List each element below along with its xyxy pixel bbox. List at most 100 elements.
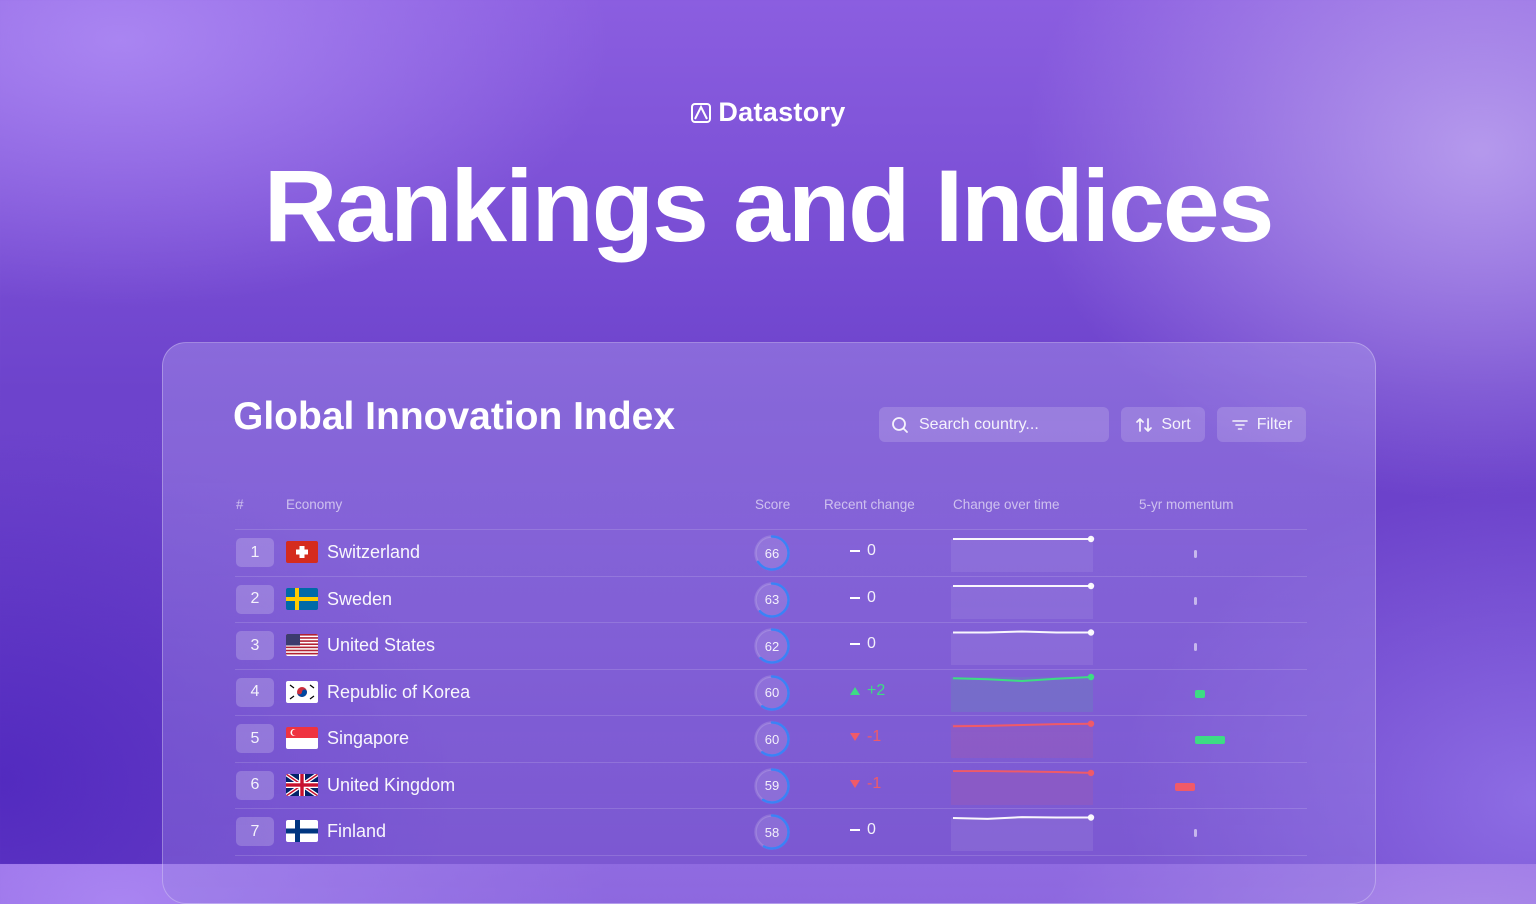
table-row[interactable]: 1 Switzerland 66 0 bbox=[235, 530, 1307, 577]
panel-title: Global Innovation Index bbox=[233, 395, 676, 438]
economy-name[interactable]: United Kingdom bbox=[327, 774, 456, 795]
header-score[interactable]: Score bbox=[755, 497, 791, 512]
momentum-bar bbox=[1195, 736, 1225, 744]
rank-badge: 5 bbox=[236, 724, 274, 753]
united-states-flag-icon bbox=[286, 634, 318, 656]
singapore-flag-icon bbox=[286, 727, 318, 749]
momentum-bar bbox=[1193, 829, 1197, 837]
search-input[interactable] bbox=[917, 414, 1101, 435]
down-arrow-icon bbox=[850, 733, 860, 741]
hero-title: Rankings and Indices bbox=[263, 149, 1275, 263]
filter-button[interactable]: Filter bbox=[1217, 407, 1306, 442]
score-ring bbox=[754, 674, 790, 711]
dash-icon bbox=[850, 596, 860, 599]
recent-change: 0 bbox=[849, 821, 876, 839]
header-economy[interactable]: Economy bbox=[286, 497, 343, 512]
score-ring bbox=[754, 628, 790, 664]
rank-badge: 6 bbox=[236, 770, 274, 800]
economy-name[interactable]: Republic of Korea bbox=[327, 681, 471, 702]
momentum-bar bbox=[1193, 643, 1197, 651]
sparkline bbox=[951, 535, 1095, 572]
united-kingdom-flag-icon bbox=[286, 773, 318, 796]
momentum-bar bbox=[1195, 689, 1205, 698]
score-value: 58 bbox=[764, 824, 780, 840]
brand: Datastory bbox=[0, 97, 1536, 128]
score-value: 59 bbox=[764, 778, 780, 793]
table-row[interactable]: 4 Republic of Korea 60 +2 bbox=[235, 670, 1307, 716]
rank-badge: 3 bbox=[236, 631, 274, 660]
change-value: -1 bbox=[867, 728, 882, 745]
sweden-flag-icon bbox=[286, 587, 318, 610]
economy-name[interactable]: Sweden bbox=[327, 588, 393, 609]
switzerland-flag-icon bbox=[286, 541, 318, 563]
table-body: 1 Switzerland 66 0 2 Sweden 63 0 3 United States 6… bbox=[235, 530, 1307, 856]
header-change-over-time[interactable]: Change over time bbox=[953, 497, 1060, 512]
change-value: 0 bbox=[867, 821, 876, 838]
score-value: 62 bbox=[764, 638, 780, 654]
recent-change: +2 bbox=[849, 682, 885, 700]
recent-change: 0 bbox=[849, 542, 876, 560]
table-row[interactable]: 7 Finland 58 0 bbox=[235, 809, 1307, 856]
republic-of-korea-flag-icon bbox=[286, 680, 318, 703]
sort-button[interactable]: Sort bbox=[1121, 407, 1205, 442]
economy-name[interactable]: Finland bbox=[327, 821, 387, 841]
sort-label: Sort bbox=[1161, 415, 1191, 433]
rank-badge: 1 bbox=[236, 538, 274, 567]
dash-icon bbox=[850, 550, 860, 552]
table-row[interactable]: 6 United Kingdom 59 -1 bbox=[235, 763, 1307, 809]
filter-label: Filter bbox=[1256, 415, 1293, 433]
sparkline bbox=[951, 629, 1095, 665]
up-arrow-icon bbox=[850, 686, 860, 695]
sparkline bbox=[951, 769, 1095, 805]
dash-icon bbox=[850, 829, 860, 831]
sparkline bbox=[951, 673, 1095, 712]
sort-icon bbox=[1136, 417, 1153, 432]
change-value: 0 bbox=[867, 542, 876, 559]
change-value: 0 bbox=[867, 635, 876, 652]
sparkline bbox=[951, 814, 1095, 851]
filter-icon bbox=[1231, 419, 1248, 430]
table-row[interactable]: 5 Singapore 60 -1 bbox=[235, 716, 1307, 763]
header-5yr-momentum[interactable]: 5-yr momentum bbox=[1139, 497, 1234, 512]
score-ring bbox=[754, 767, 790, 804]
dash-icon bbox=[850, 643, 860, 645]
score-ring bbox=[754, 721, 790, 757]
momentum-bar bbox=[1193, 550, 1197, 558]
search-icon bbox=[892, 416, 908, 433]
finland-flag-icon bbox=[286, 820, 318, 842]
header-recent-change[interactable]: Recent change bbox=[824, 497, 915, 512]
score-ring bbox=[754, 581, 790, 618]
score-ring bbox=[754, 814, 790, 850]
economy-name[interactable]: United States bbox=[327, 635, 436, 655]
score-value: 60 bbox=[764, 685, 780, 700]
table-row[interactable]: 2 Sweden 63 0 bbox=[235, 577, 1307, 623]
recent-change: -1 bbox=[849, 728, 881, 746]
header-rank[interactable]: # bbox=[236, 497, 244, 512]
recent-change: 0 bbox=[849, 589, 876, 607]
score-value: 63 bbox=[764, 592, 780, 607]
brand-name: Datastory bbox=[718, 97, 846, 127]
sparkline bbox=[951, 720, 1095, 758]
sparkline bbox=[951, 582, 1095, 619]
momentum-bar bbox=[1175, 782, 1195, 791]
search-box[interactable] bbox=[879, 407, 1109, 442]
score-ring bbox=[754, 535, 790, 571]
change-value: 0 bbox=[867, 588, 876, 606]
recent-change: 0 bbox=[849, 635, 876, 653]
table-row[interactable]: 3 United States 62 0 bbox=[235, 623, 1307, 670]
rank-badge: 4 bbox=[236, 677, 274, 707]
rank-badge: 2 bbox=[236, 584, 274, 614]
score-value: 66 bbox=[764, 545, 780, 561]
momentum-bar bbox=[1193, 596, 1197, 605]
rank-badge: 7 bbox=[236, 817, 274, 846]
score-value: 60 bbox=[764, 731, 780, 747]
economy-name[interactable]: Switzerland bbox=[327, 542, 421, 562]
down-arrow-icon bbox=[850, 779, 860, 788]
datastory-logo-icon bbox=[691, 102, 712, 123]
change-value: -1 bbox=[867, 774, 882, 792]
index-panel: Global Innovation Index Sort Filter # Ec… bbox=[162, 342, 1376, 904]
change-value: +2 bbox=[867, 681, 886, 699]
economy-name[interactable]: Singapore bbox=[327, 728, 410, 748]
recent-change: -1 bbox=[849, 775, 881, 793]
table-header: # Economy Score Recent change Change ove… bbox=[235, 497, 1307, 530]
